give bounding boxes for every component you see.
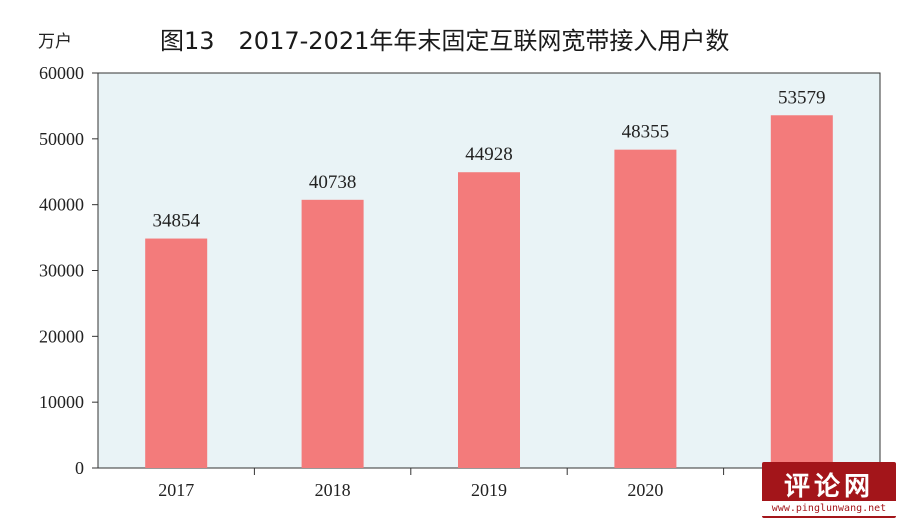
y-tick-label: 40000 bbox=[39, 195, 84, 215]
bar-2019 bbox=[458, 172, 520, 468]
bar-2021 bbox=[770, 115, 833, 469]
y-axis: 0 10000 20000 30000 40000 50000 60000 bbox=[39, 63, 98, 478]
bar-2018 bbox=[301, 199, 364, 468]
watermark-url: www.pinglunwang.net bbox=[762, 501, 896, 516]
y-tick-label: 10000 bbox=[39, 392, 84, 412]
x-tick-label-2019: 2019 bbox=[471, 480, 507, 500]
y-axis-unit-label: 万户 bbox=[38, 32, 72, 52]
x-tick-label-2017: 2017 bbox=[158, 480, 194, 500]
bar-2020 bbox=[614, 149, 677, 469]
data-label-2017: 34854 bbox=[152, 211, 200, 232]
data-label-2019: 44928 bbox=[465, 144, 513, 165]
bar-2017 bbox=[145, 238, 208, 468]
x-tick-label-2020: 2020 bbox=[627, 480, 663, 500]
y-tick-label: 30000 bbox=[39, 261, 84, 281]
data-label-2018: 40738 bbox=[309, 172, 357, 193]
chart-title: 图13 2017-2021年年末固定互联网宽带接入用户数 bbox=[160, 27, 729, 55]
y-tick-label: 0 bbox=[75, 458, 84, 478]
x-axis: 20172018201920202021 bbox=[158, 468, 820, 500]
y-tick-label: 50000 bbox=[39, 129, 84, 149]
x-tick-label-2018: 2018 bbox=[315, 480, 351, 500]
y-tick-label: 60000 bbox=[39, 63, 84, 83]
watermark-name: 评论网 bbox=[783, 472, 874, 502]
data-label-2021: 53579 bbox=[778, 87, 826, 108]
watermark-logo: 评论网 www.pinglunwang.net bbox=[762, 462, 896, 518]
data-label-2020: 48355 bbox=[622, 122, 670, 143]
y-tick-label: 20000 bbox=[39, 326, 84, 346]
bars-group: 34854 40738 44928 48355 53579 bbox=[145, 87, 833, 469]
